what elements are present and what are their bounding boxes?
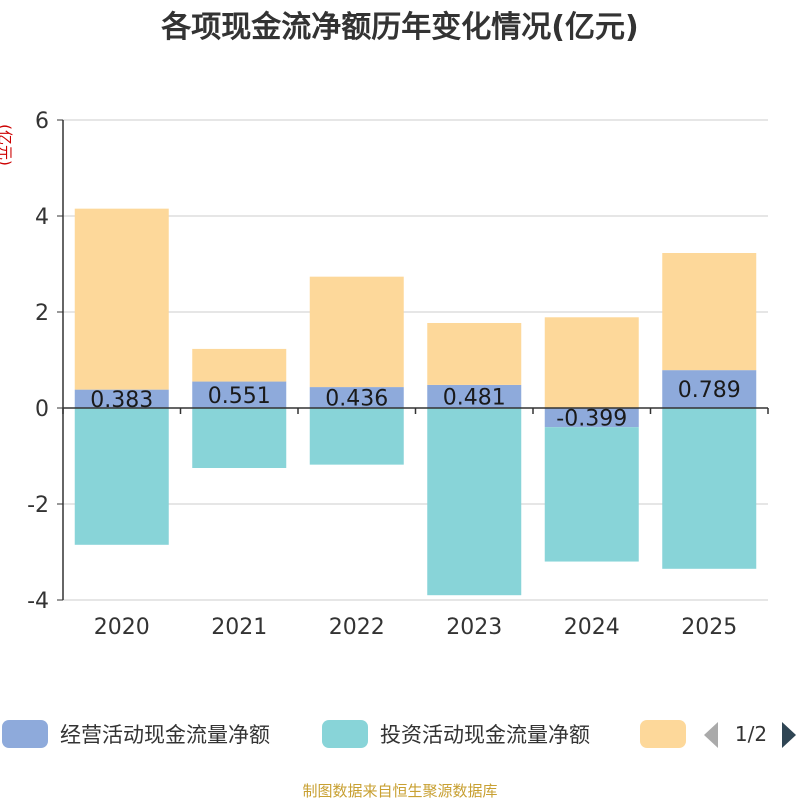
data-label-2023: 0.481 [443,385,506,410]
legend: 经营活动现金流量净额 投资活动现金流量净额 1/2 [2,720,796,748]
legend-label-1[interactable]: 投资活动现金流量净额 [380,723,590,747]
bar-2022-series-2 [309,276,404,388]
y-tick-label: -2 [27,493,49,518]
axes [62,120,769,600]
legend-next-page-icon[interactable] [782,722,796,748]
y-tick-label: -4 [27,589,49,614]
bar-2020-series-0 [74,389,169,408]
bar-2024-series-1 [544,427,639,562]
x-tick-label-2020: 2020 [94,615,150,640]
y-tick-label: 2 [35,301,49,326]
x-tick-label-2025: 2025 [681,615,737,640]
data-label-2022: 0.436 [325,387,388,412]
y-tick-label: 0 [35,397,49,422]
bar-2023-series-0 [427,384,522,408]
source-note: 制图数据来自恒生聚源数据库 [302,782,497,800]
y-tick-label: 4 [35,205,49,230]
bar-2021-series-1 [192,408,287,468]
tick-labels: -4 -2 0 2 4 6 2020 2021 2022 2023 2024 2025 [27,109,737,640]
bar-2022-series-1 [309,408,404,465]
bar-2024-series-2 [544,317,639,408]
bars [74,208,757,596]
legend-swatch-0[interactable] [2,720,48,748]
legend-page-indicator: 1/2 [735,722,767,746]
x-tick-label-2021: 2021 [211,615,267,640]
bar-2020-series-2 [74,208,169,390]
x-tick-label-2024: 2024 [564,615,620,640]
y-axis-unit-label: (亿元) [0,124,14,166]
bar-2021-series-0 [192,381,287,408]
bar-2021-series-2 [192,348,287,382]
bar-2023-series-2 [427,322,522,385]
legend-swatch-2[interactable] [640,720,686,748]
legend-swatch-1[interactable] [322,720,368,748]
bar-2025-series-1 [662,408,757,569]
data-labels: 0.383 0.551 0.436 0.481 -0.399 0.789 [90,378,740,432]
x-tick-label-2023: 2023 [446,615,502,640]
data-label-2025: 0.789 [678,378,741,403]
data-label-2020: 0.383 [90,388,153,413]
bar-2025-series-2 [662,253,757,371]
legend-label-0[interactable]: 经营活动现金流量净额 [60,723,270,747]
data-label-2024: -0.399 [556,407,627,432]
bar-2020-series-1 [74,408,169,545]
legend-prev-page-icon[interactable] [704,722,718,748]
chart-title: 各项现金流净额历年变化情况(亿元) [160,10,638,45]
bar-2025-series-0 [662,370,757,408]
bar-2024-series-0 [544,408,639,428]
data-label-2021: 0.551 [208,384,271,409]
bar-2022-series-0 [309,387,404,408]
x-tick-label-2022: 2022 [329,615,385,640]
y-tick-label: 6 [35,109,49,134]
bar-2023-series-1 [427,408,522,596]
